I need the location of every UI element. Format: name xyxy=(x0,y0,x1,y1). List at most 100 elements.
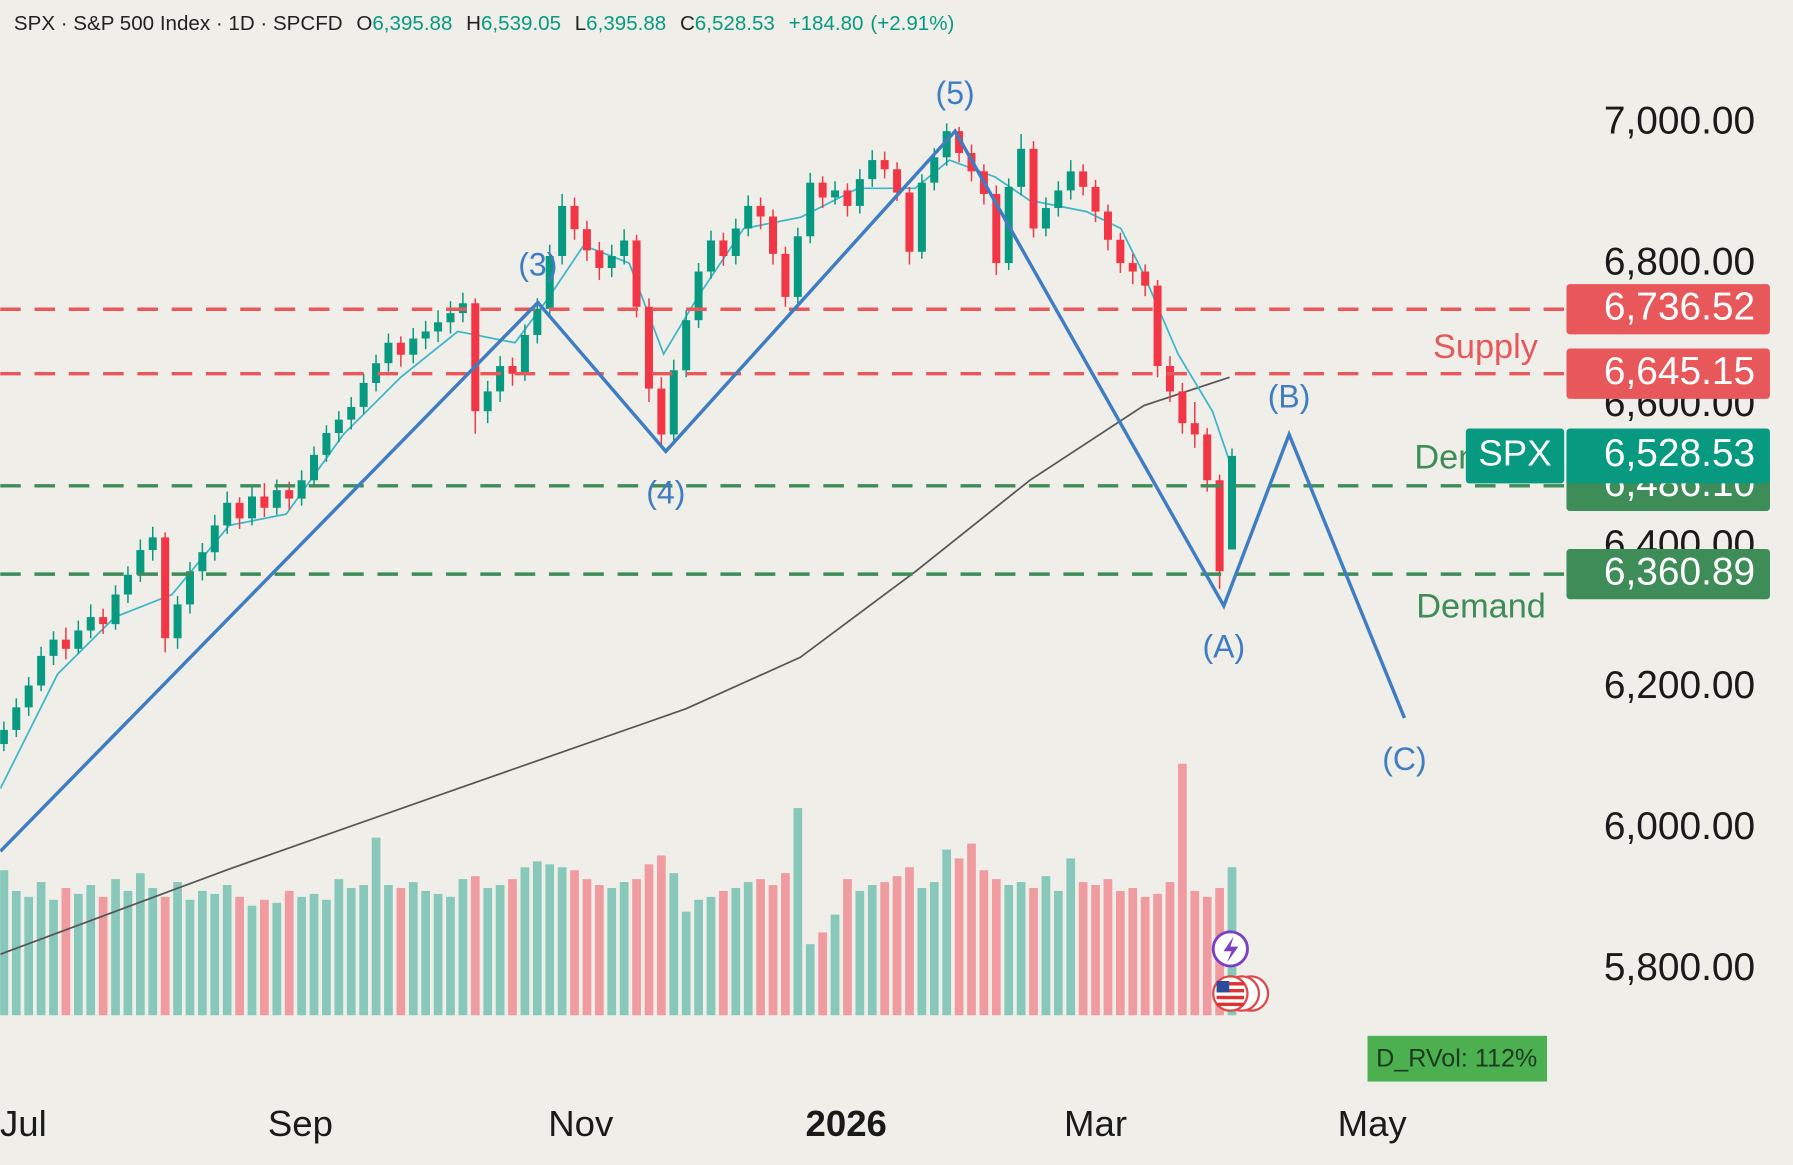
x-tick-label: Mar xyxy=(1064,1103,1127,1144)
x-tick-label: Sep xyxy=(268,1103,333,1144)
flag-stripe xyxy=(1216,1002,1245,1007)
candle-body xyxy=(1103,211,1112,240)
candle-body xyxy=(632,240,641,307)
volume-bar xyxy=(408,882,418,1016)
candle-body xyxy=(1029,148,1038,229)
candle-body xyxy=(148,537,157,551)
moving-average xyxy=(0,159,1233,789)
candle-body xyxy=(855,179,864,206)
candle-body xyxy=(334,419,343,434)
volume-bar xyxy=(607,887,617,1016)
volume-bar xyxy=(731,887,741,1016)
flag-stripe xyxy=(1216,995,1245,1000)
y-tick-label: 7,000.00 xyxy=(1604,100,1755,143)
price-tag xyxy=(1566,548,1770,600)
candle-body xyxy=(1041,208,1050,229)
candle-body xyxy=(185,571,194,605)
candle-body xyxy=(1153,285,1162,367)
candle-body xyxy=(545,256,554,309)
price-tag xyxy=(1566,284,1770,335)
volume-bar xyxy=(532,861,542,1016)
candle-body xyxy=(558,205,567,257)
price-tag-label: 6,736.52 xyxy=(1604,286,1755,329)
candle-body xyxy=(86,617,95,631)
candle-body xyxy=(1079,171,1088,187)
candle-body xyxy=(61,639,70,649)
volume-bar xyxy=(470,876,480,1016)
flag-stripe xyxy=(1216,982,1245,986)
header: SPX · S&P 500 Index · 1D · SPCFD O6,395.8… xyxy=(14,13,954,36)
volume-bar xyxy=(1116,890,1125,1016)
candle-body xyxy=(496,366,505,392)
volume-bar xyxy=(843,879,852,1016)
volume-bar xyxy=(657,855,666,1016)
y-tick-label: 6,800.00 xyxy=(1604,241,1755,284)
candle-body xyxy=(24,685,33,708)
volume-bar xyxy=(185,899,195,1016)
candle-body xyxy=(421,331,430,339)
volume-bar xyxy=(297,896,306,1016)
volume-bar xyxy=(49,899,58,1016)
candle-body xyxy=(136,550,145,575)
candle-body xyxy=(297,480,306,499)
candle-body xyxy=(1228,455,1237,550)
y-tick-label: 6,000.00 xyxy=(1604,805,1755,848)
candle-body xyxy=(161,537,170,639)
event-icons xyxy=(1211,930,1270,1012)
wave-label: (4) xyxy=(646,474,685,510)
volume-bar xyxy=(1041,876,1051,1016)
volume-bar xyxy=(123,890,133,1016)
volume-bar xyxy=(570,870,579,1016)
volume-bar xyxy=(247,905,257,1016)
change-pct: (+2.91%) xyxy=(870,13,954,36)
volume-bar xyxy=(322,899,331,1016)
candle-body xyxy=(756,205,765,217)
volume-bar xyxy=(98,896,108,1016)
volume-bar xyxy=(793,808,803,1016)
volume-bar xyxy=(582,879,592,1016)
volume-bar xyxy=(669,873,679,1016)
volume-bar xyxy=(396,887,406,1016)
volume-bar xyxy=(1066,858,1076,1016)
wave-label: (C) xyxy=(1382,741,1426,777)
volume-bar xyxy=(421,890,431,1016)
volume-bar xyxy=(1004,885,1014,1016)
candle-body xyxy=(930,157,939,183)
volume-bar xyxy=(148,887,158,1016)
candle-body xyxy=(719,240,728,257)
volume-bar xyxy=(768,885,778,1016)
volume-bar xyxy=(694,899,703,1016)
volume-bar xyxy=(73,893,83,1016)
volume-bar xyxy=(1140,896,1150,1016)
volume-bar xyxy=(173,882,182,1016)
candle-body xyxy=(1054,190,1063,209)
volume-bar xyxy=(706,896,716,1016)
price-tag-label: 6,360.89 xyxy=(1604,550,1755,593)
volume-bar xyxy=(954,858,964,1016)
time-axis: Jul Sep Nov 2026 Mar May xyxy=(0,1103,1407,1144)
candle-body xyxy=(595,250,604,268)
ohlc-key: O xyxy=(356,13,372,36)
candle-body xyxy=(1141,271,1150,286)
candle-body xyxy=(49,639,58,656)
ohlc-value: 6,528.53 xyxy=(695,13,775,36)
last-price-label: 6,528.53 xyxy=(1604,432,1755,475)
wave-line xyxy=(0,128,1407,853)
candle-body xyxy=(37,655,46,686)
candle-body xyxy=(1165,366,1174,392)
candle-body xyxy=(1017,148,1026,187)
candle-body xyxy=(359,382,368,407)
candle-body xyxy=(582,229,591,251)
volume-bar xyxy=(371,837,381,1016)
candle-body xyxy=(0,729,8,745)
ohlc-value: 6,395.88 xyxy=(586,13,666,36)
x-tick-label: Nov xyxy=(548,1103,614,1144)
supply-label: Supply xyxy=(1433,328,1539,366)
candle-body xyxy=(322,433,331,455)
volume-bar xyxy=(1153,893,1162,1016)
volume-bar xyxy=(458,879,468,1016)
volume-bar xyxy=(272,902,282,1016)
candle-body xyxy=(682,320,691,371)
